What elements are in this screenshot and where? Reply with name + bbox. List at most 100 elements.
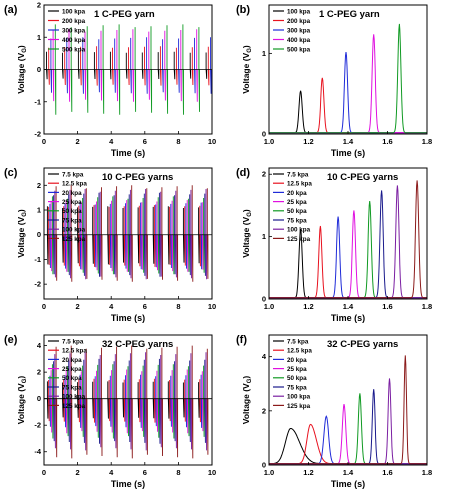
x-tick-label-e-0: 0 — [42, 468, 46, 477]
x-tick-label-a-4: 8 — [176, 137, 180, 146]
legend-label-c-1: 12.5 kpa — [62, 181, 87, 188]
legend-label-b-4: 500 kpa — [287, 46, 311, 53]
chart-title-c: 10 C-PEG yarns — [102, 172, 173, 183]
panel-label-e: (e) — [4, 334, 18, 346]
y-tick-label-b-0: 0 — [262, 130, 266, 139]
y-axis-label-b: Voltage (VG) — [241, 45, 253, 94]
pulse-e-7-8 — [176, 346, 179, 458]
legend-label-f-1: 12.5 kpa — [287, 348, 312, 355]
x-tick-label-a-2: 4 — [109, 137, 114, 146]
legend-label-e-6: 100 kpa — [62, 394, 86, 401]
legend-label-b-2: 300 kpa — [287, 27, 311, 34]
y-tick-label-e-4: 4 — [37, 341, 42, 350]
legend-label-d-1: 12.5 kpa — [287, 181, 312, 188]
pulse-e-5-3 — [98, 358, 100, 444]
pulse-e-2-5 — [125, 375, 127, 428]
pulse-e-4-10 — [203, 365, 205, 437]
y-tick-label-c-2: 0 — [37, 230, 41, 239]
legend-label-a-0: 100 kpa — [62, 8, 86, 15]
legend-label-f-2: 20 kpa — [287, 357, 307, 364]
pulse-e-4-0 — [51, 364, 54, 439]
x-tick-label-a-0: 0 — [42, 137, 46, 146]
x-tick-label-d-4: 1.8 — [422, 302, 432, 311]
legend-label-c-7: 125 kpa — [62, 236, 86, 243]
legend-label-e-3: 25 kpa — [62, 366, 82, 373]
x-tick-label-b-3: 1.6 — [382, 137, 392, 146]
y-tick-label-f-1: 2 — [262, 406, 266, 415]
pulse-e-2-0 — [49, 375, 51, 427]
x-tick-label-b-2: 1.4 — [343, 137, 354, 146]
legend-label-f-3: 25 kpa — [287, 366, 307, 373]
pulse-c-0-5 — [122, 208, 124, 263]
pulse-a-0-9 — [189, 52, 192, 79]
legend-label-c-0: 7.5 kpa — [62, 171, 84, 178]
legend-label-a-1: 200 kpa — [62, 18, 86, 25]
legend-label-b-3: 400 kpa — [287, 37, 311, 44]
pulse-c-2-0 — [49, 203, 51, 269]
legend-label-f-5: 75 kpa — [287, 384, 307, 391]
y-axis-label-a: Voltage (VG) — [16, 45, 28, 94]
chart-title-b: 1 C-PEG yarn — [319, 9, 380, 20]
x-tick-label-c-5: 10 — [208, 302, 216, 311]
pulse-e-4-5 — [127, 366, 129, 437]
y-tick-label-a-2: 0 — [37, 65, 41, 74]
y-axis-label-e: Voltage (VG) — [16, 376, 28, 425]
panel-label-a: (a) — [4, 4, 18, 16]
panel-label-f: (f) — [236, 334, 247, 346]
x-tick-label-d-2: 1.4 — [343, 302, 354, 311]
y-tick-label-e-1: -2 — [34, 421, 41, 430]
pulse-c-7-3 — [101, 187, 103, 280]
legend-label-e-1: 12.5 kpa — [62, 348, 87, 355]
x-tick-label-c-1: 2 — [76, 302, 80, 311]
legend-label-b-0: 100 kpa — [287, 8, 311, 15]
y-tick-label-a-4: 2 — [37, 1, 41, 10]
x-tick-label-f-1: 1.2 — [303, 468, 313, 477]
pulse-e-0-5 — [122, 382, 124, 418]
pulse-a-0-4 — [109, 51, 112, 80]
legend-label-c-6: 100 kpa — [62, 227, 86, 234]
y-tick-label-c-3: 1 — [37, 206, 41, 215]
chart-title-a: 1 C-PEG yarn — [94, 9, 155, 20]
panel-label-d: (d) — [236, 167, 250, 179]
x-axis-label-c: Time (s) — [111, 313, 145, 323]
x-tick-label-e-2: 4 — [109, 468, 114, 477]
x-tick-label-a-5: 10 — [208, 137, 216, 146]
x-tick-label-f-0: 1.0 — [264, 468, 274, 477]
x-axis-label-e: Time (s) — [111, 479, 145, 489]
chart-title-f: 32 C-PEG yarns — [327, 339, 398, 350]
legend-label-b-1: 200 kpa — [287, 18, 311, 25]
y-tick-label-c-1: -1 — [34, 255, 41, 264]
x-tick-label-e-5: 10 — [208, 468, 216, 477]
plot-area-e — [44, 345, 212, 459]
x-tick-label-b-4: 1.8 — [422, 137, 432, 146]
x-axis-label-f: Time (s) — [331, 479, 365, 489]
pulse-c-4-10 — [203, 198, 205, 273]
pulse-a-3-3 — [100, 30, 102, 101]
axes-frame-e — [43, 334, 213, 466]
legend-label-f-4: 50 kpa — [287, 375, 307, 382]
legend-label-d-6: 100 kpa — [287, 227, 311, 234]
pulse-c-2-5 — [125, 203, 127, 269]
y-tick-label-b-1: 1 — [262, 49, 266, 58]
pulse-e-7-3 — [101, 347, 103, 457]
pulse-e-2-10 — [200, 374, 203, 428]
pulse-c-7-8 — [176, 186, 179, 281]
y-tick-label-e-0: -4 — [34, 447, 41, 456]
legend-label-f-6: 100 kpa — [287, 394, 311, 401]
y-tick-label-f-2: 4 — [262, 352, 267, 361]
pulse-e-0-10 — [198, 382, 200, 418]
x-tick-label-e-4: 8 — [176, 468, 180, 477]
legend-label-f-0: 7.5 kpa — [287, 338, 309, 345]
y-axis-label-c: Voltage (VG) — [16, 209, 28, 258]
x-tick-label-f-3: 1.6 — [382, 468, 392, 477]
pulse-c-4-5 — [127, 198, 129, 272]
y-tick-label-f-0: 0 — [262, 461, 266, 470]
pulse-e-0-0 — [46, 381, 49, 419]
y-tick-label-e-3: 2 — [37, 368, 41, 377]
legend-label-c-4: 50 kpa — [62, 208, 82, 215]
panel-label-b: (b) — [236, 4, 250, 16]
x-tick-label-d-0: 1.0 — [264, 302, 274, 311]
x-tick-label-b-1: 1.2 — [303, 137, 313, 146]
y-tick-label-d-2: 2 — [262, 170, 266, 179]
x-tick-label-f-2: 1.4 — [343, 468, 354, 477]
